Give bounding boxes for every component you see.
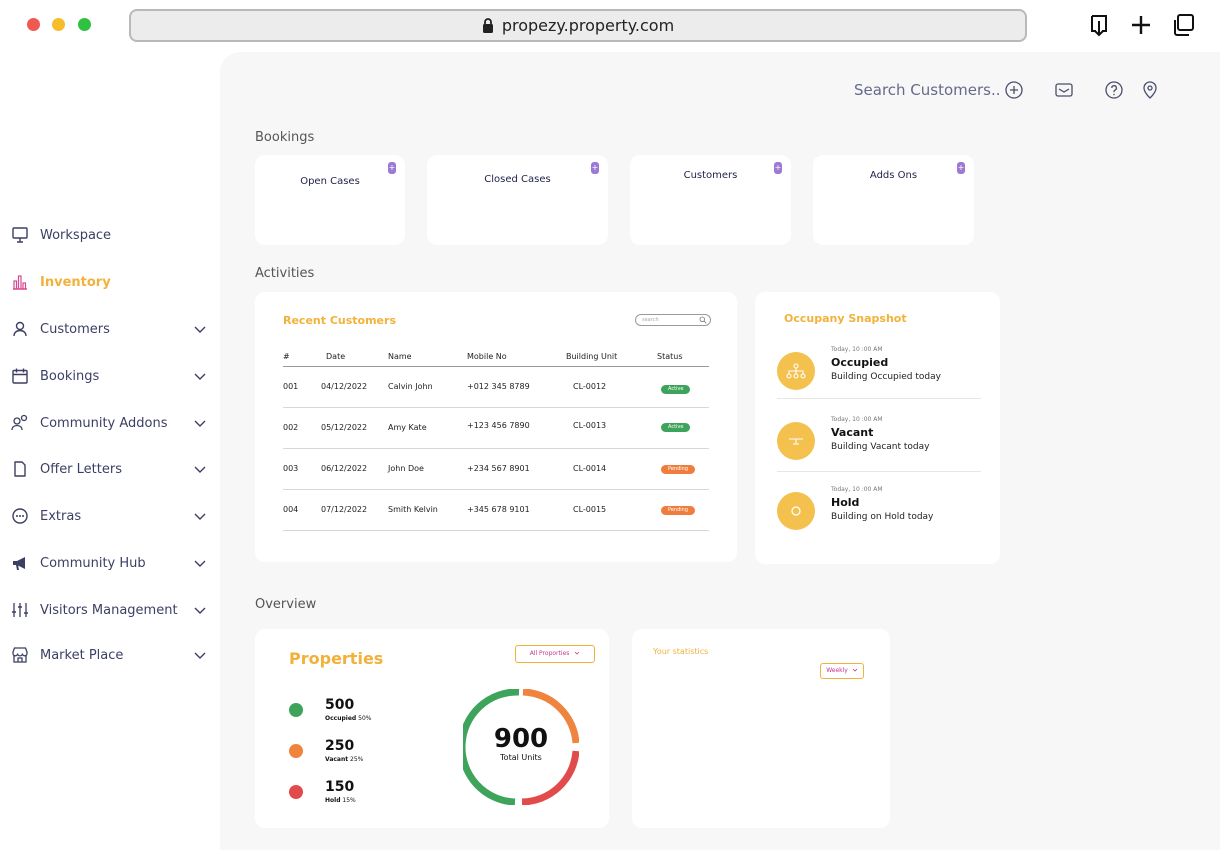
closed-cases-card[interactable]: Closed Cases + — [427, 155, 608, 245]
sidebar-item-community-addons[interactable]: Community Addons — [10, 410, 210, 436]
hierarchy-icon — [777, 352, 815, 390]
status-badge: Active — [661, 385, 691, 394]
location-pin-icon[interactable] — [1140, 80, 1160, 100]
customers-card[interactable]: Customers + — [630, 155, 791, 245]
sliders-icon — [10, 600, 30, 620]
sidebar-item-workspace[interactable]: Workspace — [10, 222, 210, 248]
donut-segment-hold — [521, 750, 580, 806]
bar-chart-icon — [10, 272, 30, 292]
megaphone-icon — [10, 553, 30, 573]
occupancy-item-hold[interactable]: Today, 10 :00 AM Hold Building on Hold t… — [777, 486, 981, 556]
units-donut-chart: 900 Total Units — [458, 688, 580, 806]
users-icon — [10, 413, 30, 433]
help-icon[interactable] — [1104, 80, 1124, 100]
occupancy-item-vacant[interactable]: Today, 10 :00 AM Vacant Building Vacant … — [777, 416, 981, 486]
sidebar-item-offer-letters[interactable]: Offer Letters — [10, 456, 210, 482]
occupancy-snapshot-title: Occupany Snapshot — [784, 312, 907, 325]
activities-section-title: Activities — [255, 266, 315, 281]
table-row[interactable]: 002 05/12/2022 Amy Kate +123 456 7890 CL… — [283, 408, 709, 449]
chevron-down-icon — [194, 373, 206, 380]
properties-filter-dropdown[interactable]: All Proporties — [515, 645, 595, 663]
chevron-down-icon — [194, 607, 206, 614]
search-customers-input[interactable] — [854, 81, 1000, 99]
sidebar-item-bookings[interactable]: Bookings — [10, 363, 210, 389]
chevron-down-icon — [194, 326, 206, 333]
address-bar[interactable]: propezy.property.com — [129, 9, 1027, 42]
total-units-label: Total Units — [500, 753, 542, 762]
close-window-button[interactable] — [27, 18, 40, 31]
monitor-icon — [10, 225, 30, 245]
tabs-icon[interactable] — [1170, 12, 1196, 38]
status-badge: Active — [661, 423, 691, 432]
plus-icon[interactable]: + — [774, 162, 782, 174]
chevron-down-icon — [852, 668, 858, 672]
top-toolbar — [854, 80, 1160, 100]
plus-icon[interactable]: + — [591, 162, 599, 174]
status-badge: Pending — [661, 465, 695, 474]
sidebar-item-inventory[interactable]: Inventory — [10, 269, 210, 295]
document-icon — [10, 459, 30, 479]
total-units-value: 900 — [493, 724, 549, 754]
sidebar: Workspace Inventory Customers Bookings C… — [0, 52, 220, 850]
statistics-card: Your statistics Weekly — [632, 629, 890, 828]
chevron-down-icon — [574, 651, 580, 655]
recent-customers-table: # Date Name Mobile No Building Unit Stat… — [283, 345, 709, 531]
plus-icon[interactable]: + — [957, 162, 965, 174]
mail-icon[interactable] — [1054, 80, 1074, 100]
bookings-section-title: Bookings — [255, 130, 315, 145]
add-circle-icon[interactable] — [1004, 80, 1024, 100]
properties-title: Properties — [289, 649, 384, 668]
more-circle-icon — [10, 506, 30, 526]
recent-customers-title: Recent Customers — [283, 314, 396, 327]
table-row[interactable]: 001 04/12/2022 Calvin John +012 345 8789… — [283, 367, 709, 408]
statistics-title: Your statistics — [653, 647, 709, 656]
divider — [777, 398, 981, 399]
main-content: Bookings Open Cases + Closed Cases + Cus… — [220, 52, 1220, 850]
chevron-down-icon — [194, 560, 206, 567]
donut-segment-vacant — [522, 688, 580, 744]
status-badge: Pending — [661, 506, 695, 515]
sidebar-item-visitors-management[interactable]: Visitors Management — [10, 597, 210, 623]
browser-chrome: propezy.property.com — [0, 0, 1220, 52]
add-ons-card[interactable]: Adds Ons + — [813, 155, 974, 245]
new-tab-icon[interactable] — [1128, 12, 1154, 38]
statistics-filter-dropdown[interactable]: Weekly — [820, 663, 864, 679]
recent-customers-card: Recent Customers search # Date Name Mobi… — [255, 292, 737, 562]
sidebar-item-customers[interactable]: Customers — [10, 316, 210, 342]
vacant-icon — [777, 422, 815, 460]
search-icon — [699, 316, 707, 324]
table-row[interactable]: 003 06/12/2022 John Doe +234 567 8901 CL… — [283, 449, 709, 490]
chevron-down-icon — [194, 466, 206, 473]
occupancy-snapshot-card: Occupany Snapshot Today, 10 :00 AM Occup… — [755, 292, 1000, 564]
user-icon — [10, 319, 30, 339]
calendar-icon — [10, 366, 30, 386]
chevron-down-icon — [194, 652, 206, 659]
table-header: # Date Name Mobile No Building Unit Stat… — [283, 345, 709, 367]
minimize-window-button[interactable] — [52, 18, 65, 31]
recent-customers-search-input[interactable]: search — [635, 314, 711, 326]
sidebar-item-extras[interactable]: Extras — [10, 503, 210, 529]
share-icon[interactable] — [1086, 12, 1112, 38]
maximize-window-button[interactable] — [78, 18, 91, 31]
properties-card: Properties All Proporties 500 Occupied 5… — [255, 629, 609, 828]
sidebar-item-community-hub[interactable]: Community Hub — [10, 550, 210, 576]
plus-icon[interactable]: + — [388, 162, 396, 174]
sidebar-item-market-place[interactable]: Market Place — [10, 642, 210, 668]
table-row[interactable]: 004 07/12/2022 Smith Kelvin +345 678 910… — [283, 490, 709, 531]
chevron-down-icon — [194, 420, 206, 427]
store-icon — [10, 645, 30, 665]
occupancy-item-occupied[interactable]: Today, 10 :00 AM Occupied Building Occup… — [777, 346, 981, 416]
hold-icon — [777, 492, 815, 530]
overview-section-title: Overview — [255, 597, 317, 612]
open-cases-card[interactable]: Open Cases + — [255, 155, 405, 245]
lock-icon — [482, 18, 494, 33]
url-text: propezy.property.com — [501, 16, 675, 35]
divider — [777, 471, 981, 472]
chevron-down-icon — [194, 513, 206, 520]
